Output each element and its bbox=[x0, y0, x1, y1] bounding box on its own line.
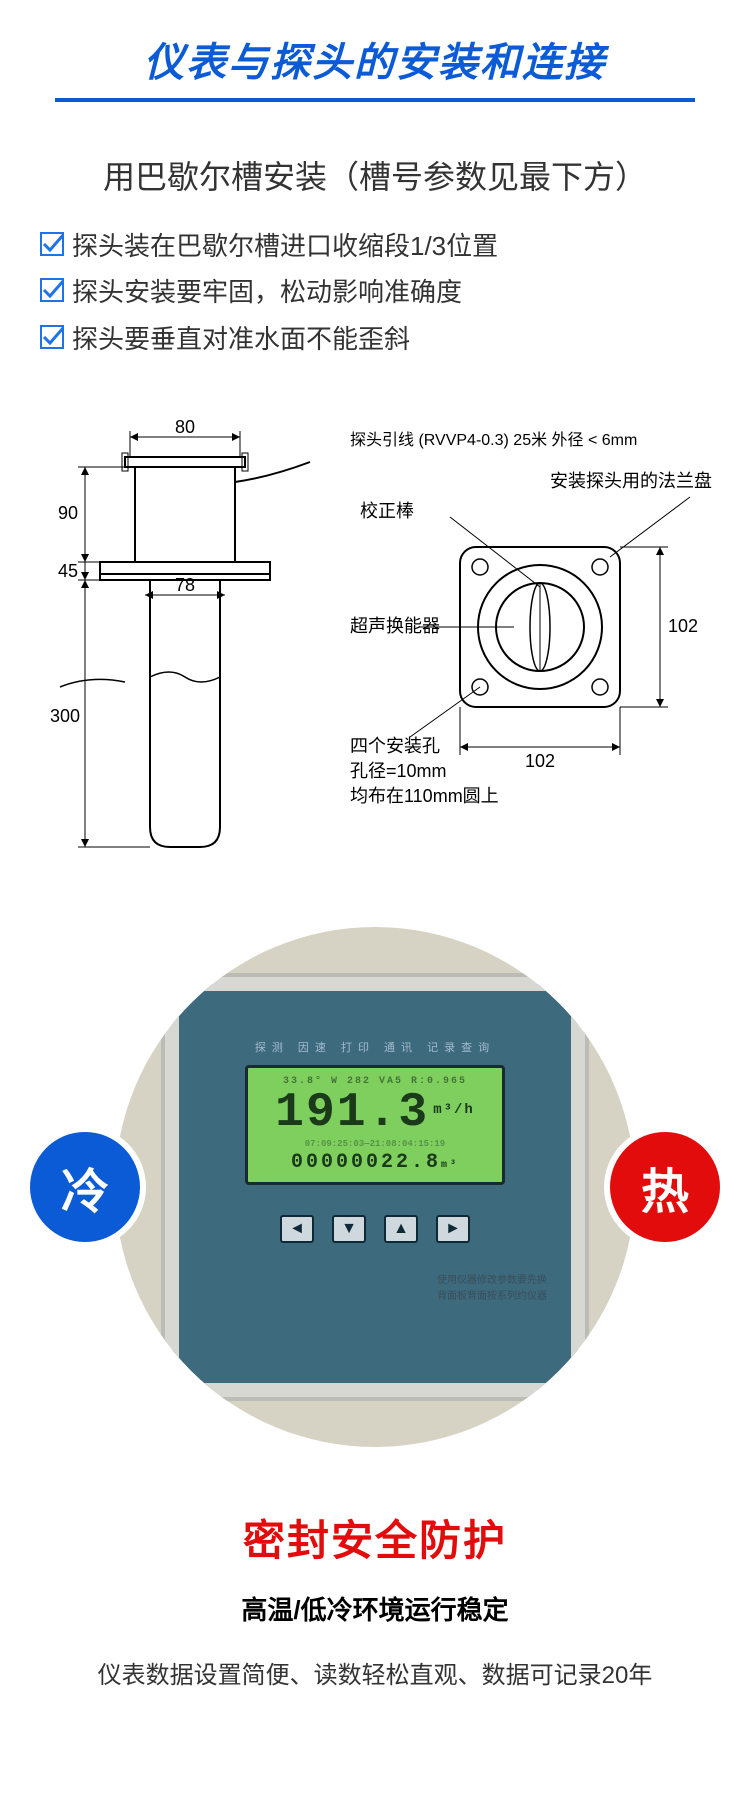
device-photo-section: 探测 因速 打印 通讯 记录查询 33.8° W 282 VA5 R:0.965… bbox=[0, 897, 750, 1477]
lcd-main-reading: 191.3m³/h bbox=[275, 1089, 475, 1137]
device-body: 探测 因速 打印 通讯 记录查询 33.8° W 282 VA5 R:0.965… bbox=[165, 977, 585, 1397]
holes-label-1: 四个安装孔 bbox=[350, 736, 440, 756]
lcd-time-row: 07:09:25:03—21:08:04:15:19 bbox=[305, 1139, 445, 1149]
cold-badge-text: 冷 bbox=[61, 1152, 109, 1222]
bullet-text: 探头装在巴歇尔槽进口收缩段1/3位置 bbox=[72, 228, 498, 264]
footer-subheading: 高温/低冷环境运行稳定 bbox=[0, 1590, 750, 1627]
side-note-line: 背面板背面按系列约仪器 bbox=[437, 1289, 547, 1305]
arrow-up-icon: ▲ bbox=[384, 1215, 418, 1243]
rod-label: 校正棒 bbox=[360, 501, 414, 521]
device-lcd: 33.8° W 282 VA5 R:0.965 191.3m³/h 07:09:… bbox=[245, 1065, 505, 1185]
footer-heading: 密封安全防护 bbox=[0, 1507, 750, 1568]
check-icon bbox=[40, 325, 64, 354]
holes-label-2: 孔径=10mm bbox=[350, 761, 447, 781]
arrow-left-icon: ◄ bbox=[280, 1215, 314, 1243]
technical-diagram: 80 78 bbox=[0, 407, 750, 867]
device-menu-text: 探测 因速 打印 通讯 记录查询 bbox=[255, 1039, 495, 1055]
bullet-text: 探头安装要牢固，松动影响准确度 bbox=[72, 274, 462, 310]
hot-badge-text: 热 bbox=[641, 1152, 689, 1222]
dim-w: 102 bbox=[525, 751, 555, 771]
device-button-row: ◄ ▼ ▲ ► bbox=[280, 1215, 470, 1243]
footer-description: 仪表数据设置简便、读数轻松直观、数据可记录20年 bbox=[0, 1655, 750, 1720]
arrow-right-icon: ► bbox=[436, 1215, 470, 1243]
hot-badge: 热 bbox=[610, 1132, 720, 1242]
side-note-line: 使用仪器修改参数要先换 bbox=[437, 1273, 547, 1289]
title-underline bbox=[55, 98, 695, 102]
holes-label-3: 均布在110mm圆上 bbox=[350, 786, 499, 806]
dim-top: 80 bbox=[175, 417, 195, 437]
flange-label: 安装探头用的法兰盘 bbox=[550, 471, 712, 491]
lcd-cumulative: 00000022.8m³ bbox=[291, 1151, 459, 1174]
device-circle-bg: 探测 因速 打印 通讯 记录查询 33.8° W 282 VA5 R:0.965… bbox=[115, 927, 635, 1447]
lcd-main-unit: m³/h bbox=[433, 1102, 475, 1118]
dim-h: 102 bbox=[668, 616, 698, 636]
transducer-label: 超声换能器 bbox=[350, 616, 440, 636]
install-subtitle: 用巴歇尔槽安装（槽号参数见最下方） bbox=[0, 132, 750, 228]
check-icon bbox=[40, 232, 64, 261]
dim-300: 300 bbox=[50, 706, 80, 726]
page-title: 仪表与探头的安装和连接 bbox=[0, 0, 750, 98]
dim-90: 90 bbox=[58, 503, 78, 523]
arrow-down-icon: ▼ bbox=[332, 1215, 366, 1243]
check-icon bbox=[40, 278, 64, 307]
lcd-main-value: 191.3 bbox=[275, 1086, 429, 1140]
cold-badge: 冷 bbox=[30, 1132, 140, 1242]
bullet-item: 探头要垂直对准水面不能歪斜 bbox=[40, 321, 710, 357]
bullet-item: 探头安装要牢固，松动影响准确度 bbox=[40, 274, 710, 310]
lcd-status-row: 33.8° W 282 VA5 R:0.965 bbox=[283, 1076, 467, 1087]
device-side-note: 使用仪器修改参数要先换 背面板背面按系列约仪器 bbox=[437, 1273, 547, 1305]
bullet-item: 探头装在巴歇尔槽进口收缩段1/3位置 bbox=[40, 228, 710, 264]
lcd-cumul-value: 00000022.8 bbox=[291, 1151, 441, 1174]
cable-label: 探头引线 (RVVP4-0.3) 25米 外径 < 6mm bbox=[350, 431, 637, 449]
dim-inner: 78 bbox=[175, 575, 195, 595]
dim-45: 45 bbox=[58, 561, 78, 581]
lcd-cumul-unit: m³ bbox=[441, 1160, 459, 1171]
bullet-list: 探头装在巴歇尔槽进口收缩段1/3位置 探头安装要牢固，松动影响准确度 探头要垂直… bbox=[0, 228, 750, 387]
diagram-svg: 80 78 bbox=[0, 407, 750, 867]
bullet-text: 探头要垂直对准水面不能歪斜 bbox=[72, 321, 410, 357]
